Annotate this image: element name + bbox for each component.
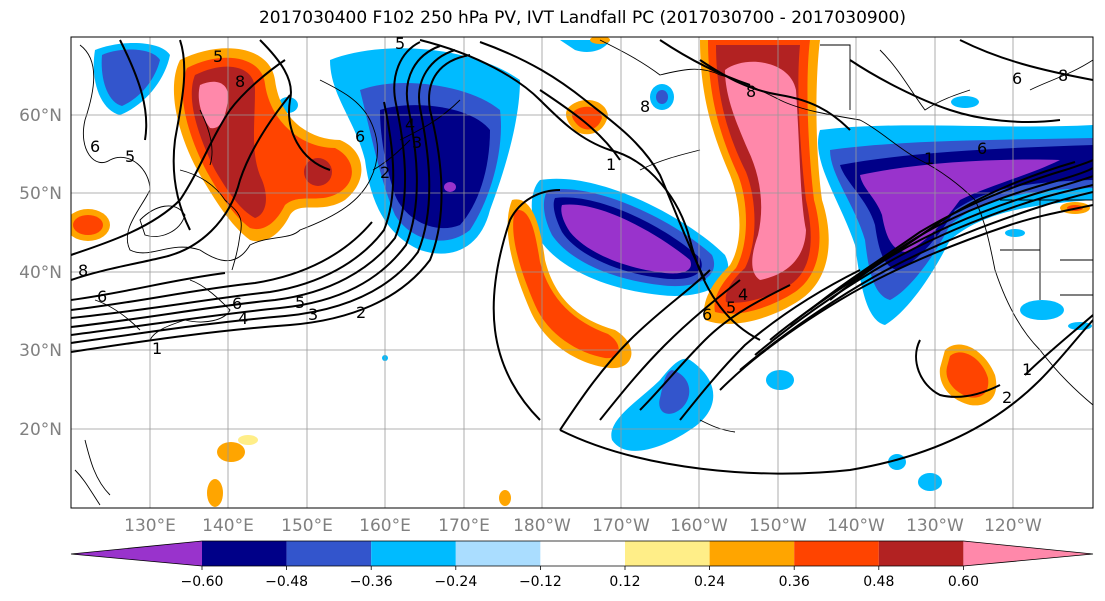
lon-label: 130°W	[906, 516, 964, 536]
lon-label: 170°E	[438, 516, 490, 536]
colorbar-tick-label: 0.12	[609, 574, 640, 590]
contour-label: 1	[606, 155, 616, 174]
contour-label: 6	[977, 139, 987, 158]
map-panel: 5 8 6 5 6 8 6 5 4 3 2 1 6 5 4 3 2 1 8 6 …	[71, 34, 1093, 508]
plot-title: 2017030400 F102 250 hPa PV, IVT Landfall…	[258, 8, 906, 28]
lon-label: 130°E	[124, 516, 176, 536]
contour-label: 6	[90, 137, 100, 156]
contour-label: 6	[232, 294, 242, 313]
lat-label: 20°N	[19, 420, 62, 440]
colorbar-tick-label: 0.48	[863, 574, 894, 590]
contour-label: 5	[395, 34, 405, 53]
gridlines	[71, 37, 1093, 508]
coastlines	[74, 39, 1093, 506]
colorbar-tick-label: 0.36	[779, 574, 810, 590]
colorbar-ticks	[201, 566, 964, 570]
contour-label: 8	[640, 97, 650, 116]
contour-label: 3	[308, 305, 318, 324]
contour-label: 1	[1022, 360, 1032, 379]
colorbar-tick-label: −0.48	[265, 574, 308, 590]
lon-label: 150°E	[281, 516, 333, 536]
contour-label: 8	[746, 82, 756, 101]
colorbar-segment	[371, 541, 456, 566]
contour-label: 4	[738, 285, 748, 304]
latitude-labels: 60°N 50°N 40°N 30°N 20°N	[19, 106, 62, 440]
lat-label: 30°N	[19, 341, 62, 361]
colorbar-tick-label: −0.36	[350, 574, 393, 590]
contour-label: 8	[235, 72, 245, 91]
lon-label: 160°E	[359, 516, 411, 536]
colorbar-tick-label: 0.60	[948, 574, 979, 590]
colorbar-tick-label: −0.60	[181, 574, 224, 590]
colorbar-segment	[71, 541, 202, 566]
colorbar-segment	[625, 541, 710, 566]
contour-label: 6	[355, 127, 365, 146]
contour-label: 2	[1002, 388, 1012, 407]
colorbar-segment	[709, 541, 795, 566]
map-frame	[70, 36, 1094, 509]
contour-label: 4	[238, 309, 248, 328]
colorbar: −0.60 −0.48 −0.36 −0.24 −0.12 0.12 0.24 …	[70, 540, 1094, 590]
ivt-contours	[71, 39, 1093, 475]
contour-label: 6	[1012, 69, 1022, 88]
lat-label: 50°N	[19, 184, 62, 204]
lon-label: 170°W	[592, 516, 650, 536]
colorbar-segment	[202, 541, 287, 566]
contour-label: 5	[726, 298, 736, 317]
lat-label: 60°N	[19, 106, 62, 126]
colorbar-segment	[878, 541, 964, 566]
colorbar-segment	[794, 541, 879, 566]
lon-label: 120°W	[984, 516, 1042, 536]
contour-label: 8	[1058, 66, 1068, 85]
lon-label: 140°W	[827, 516, 885, 536]
longitude-labels: 130°E 140°E 150°E 160°E 170°E 180°W 170°…	[124, 516, 1042, 536]
lon-label: 180°W	[513, 516, 571, 536]
contour-label: 6	[702, 305, 712, 324]
lon-label: 160°W	[670, 516, 728, 536]
contour-label: 1	[152, 339, 162, 358]
contour-label: 6	[97, 287, 107, 306]
colorbar-tick-label: −0.24	[434, 574, 477, 590]
contour-label: 5	[125, 147, 135, 166]
contour-label: 1	[924, 149, 934, 168]
colorbar-tick-label: 0.24	[694, 574, 725, 590]
contour-labels: 5 8 6 5 6 8 6 5 4 3 2 1 6 5 4 3 2 1 8 6 …	[78, 34, 1068, 407]
lat-label: 40°N	[19, 263, 62, 283]
colorbar-segment	[286, 541, 372, 566]
contour-label: 5	[295, 293, 305, 312]
lon-label: 150°W	[749, 516, 807, 536]
contour-label: 5	[213, 47, 223, 66]
contour-label: 4	[405, 115, 415, 134]
colorbar-segment	[455, 541, 541, 566]
contour-label: 3	[412, 133, 422, 152]
colorbar-segment	[963, 541, 1093, 566]
contour-label: 8	[78, 261, 88, 280]
contour-label: 2	[380, 163, 390, 182]
colorbar-tick-label: −0.12	[519, 574, 562, 590]
contour-label: 2	[356, 303, 366, 322]
colorbar-segment	[540, 541, 625, 566]
lon-label: 140°E	[202, 516, 254, 536]
